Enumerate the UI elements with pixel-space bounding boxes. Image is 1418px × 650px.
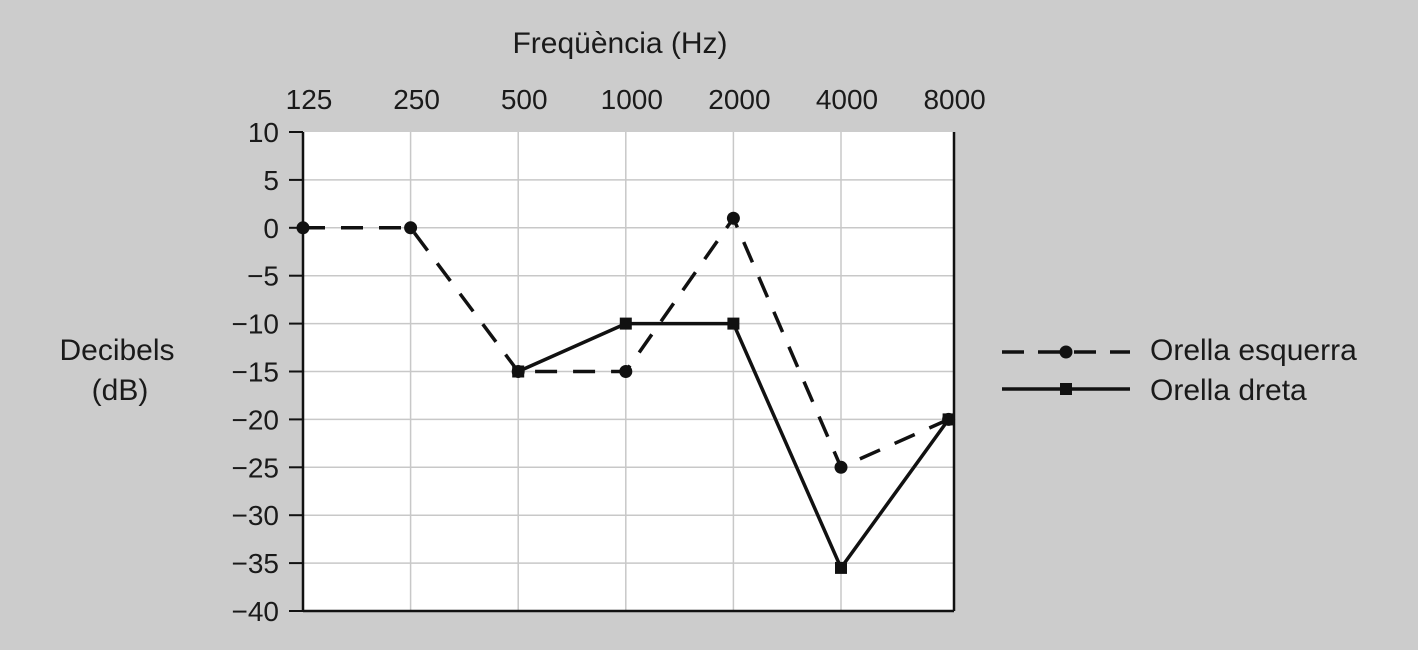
legend-key-marker-circle: [1059, 345, 1073, 359]
y-tick-labels: 10 5 0 −5 −10 −15 −20 −25 −30 −35 −40: [232, 117, 280, 627]
axis-ticks: [289, 131, 303, 612]
y-tick-label: −20: [232, 404, 280, 435]
data-point-right-ear: [835, 561, 847, 574]
data-point-left-ear: [834, 460, 848, 474]
x-tick-label: 1000: [601, 84, 663, 115]
y-tick-label: −10: [232, 309, 280, 340]
x-tick-labels: 125 250 500 1000 2000 4000 8000: [286, 84, 986, 115]
x-tick-label: 125: [286, 84, 333, 115]
data-point-right-ear: [512, 365, 525, 378]
y-tick-label: 5: [263, 165, 279, 196]
x-axis-title: Freqüència (Hz): [512, 27, 727, 60]
legend: Orella esquerra Orella dreta: [1002, 334, 1357, 407]
legend-label-right-ear: Orella dreta: [1150, 374, 1307, 407]
data-point-right-ear: [619, 317, 632, 330]
legend-key-marker-square: [1060, 383, 1072, 395]
series-layer: [296, 211, 956, 574]
x-tick-label: 8000: [923, 84, 985, 115]
y-tick-label: −5: [247, 261, 279, 292]
y-tick-label: −25: [232, 452, 280, 483]
x-tick-label: 250: [393, 84, 440, 115]
data-point-left-ear: [619, 365, 633, 378]
y-tick-label: 0: [263, 213, 279, 244]
x-tick-label: 2000: [708, 84, 770, 115]
y-tick-label: −35: [232, 548, 280, 579]
y-axis-title-line-2: (dB): [92, 374, 149, 407]
legend-label-left-ear: Orella esquerra: [1150, 334, 1357, 367]
data-point-left-ear: [296, 221, 310, 235]
data-point-left-ear: [726, 211, 740, 225]
y-tick-label: −40: [232, 596, 280, 627]
y-axis-title-line-1: Decibels: [59, 334, 174, 367]
data-point-right-ear: [727, 317, 740, 330]
x-tick-label: 500: [501, 84, 548, 115]
y-tick-label: −15: [232, 357, 280, 388]
x-tick-label: 4000: [816, 84, 878, 115]
y-tick-label: −30: [232, 500, 280, 531]
data-point-right-ear: [942, 413, 955, 426]
data-point-left-ear: [404, 221, 418, 235]
y-tick-label: 10: [248, 117, 279, 148]
